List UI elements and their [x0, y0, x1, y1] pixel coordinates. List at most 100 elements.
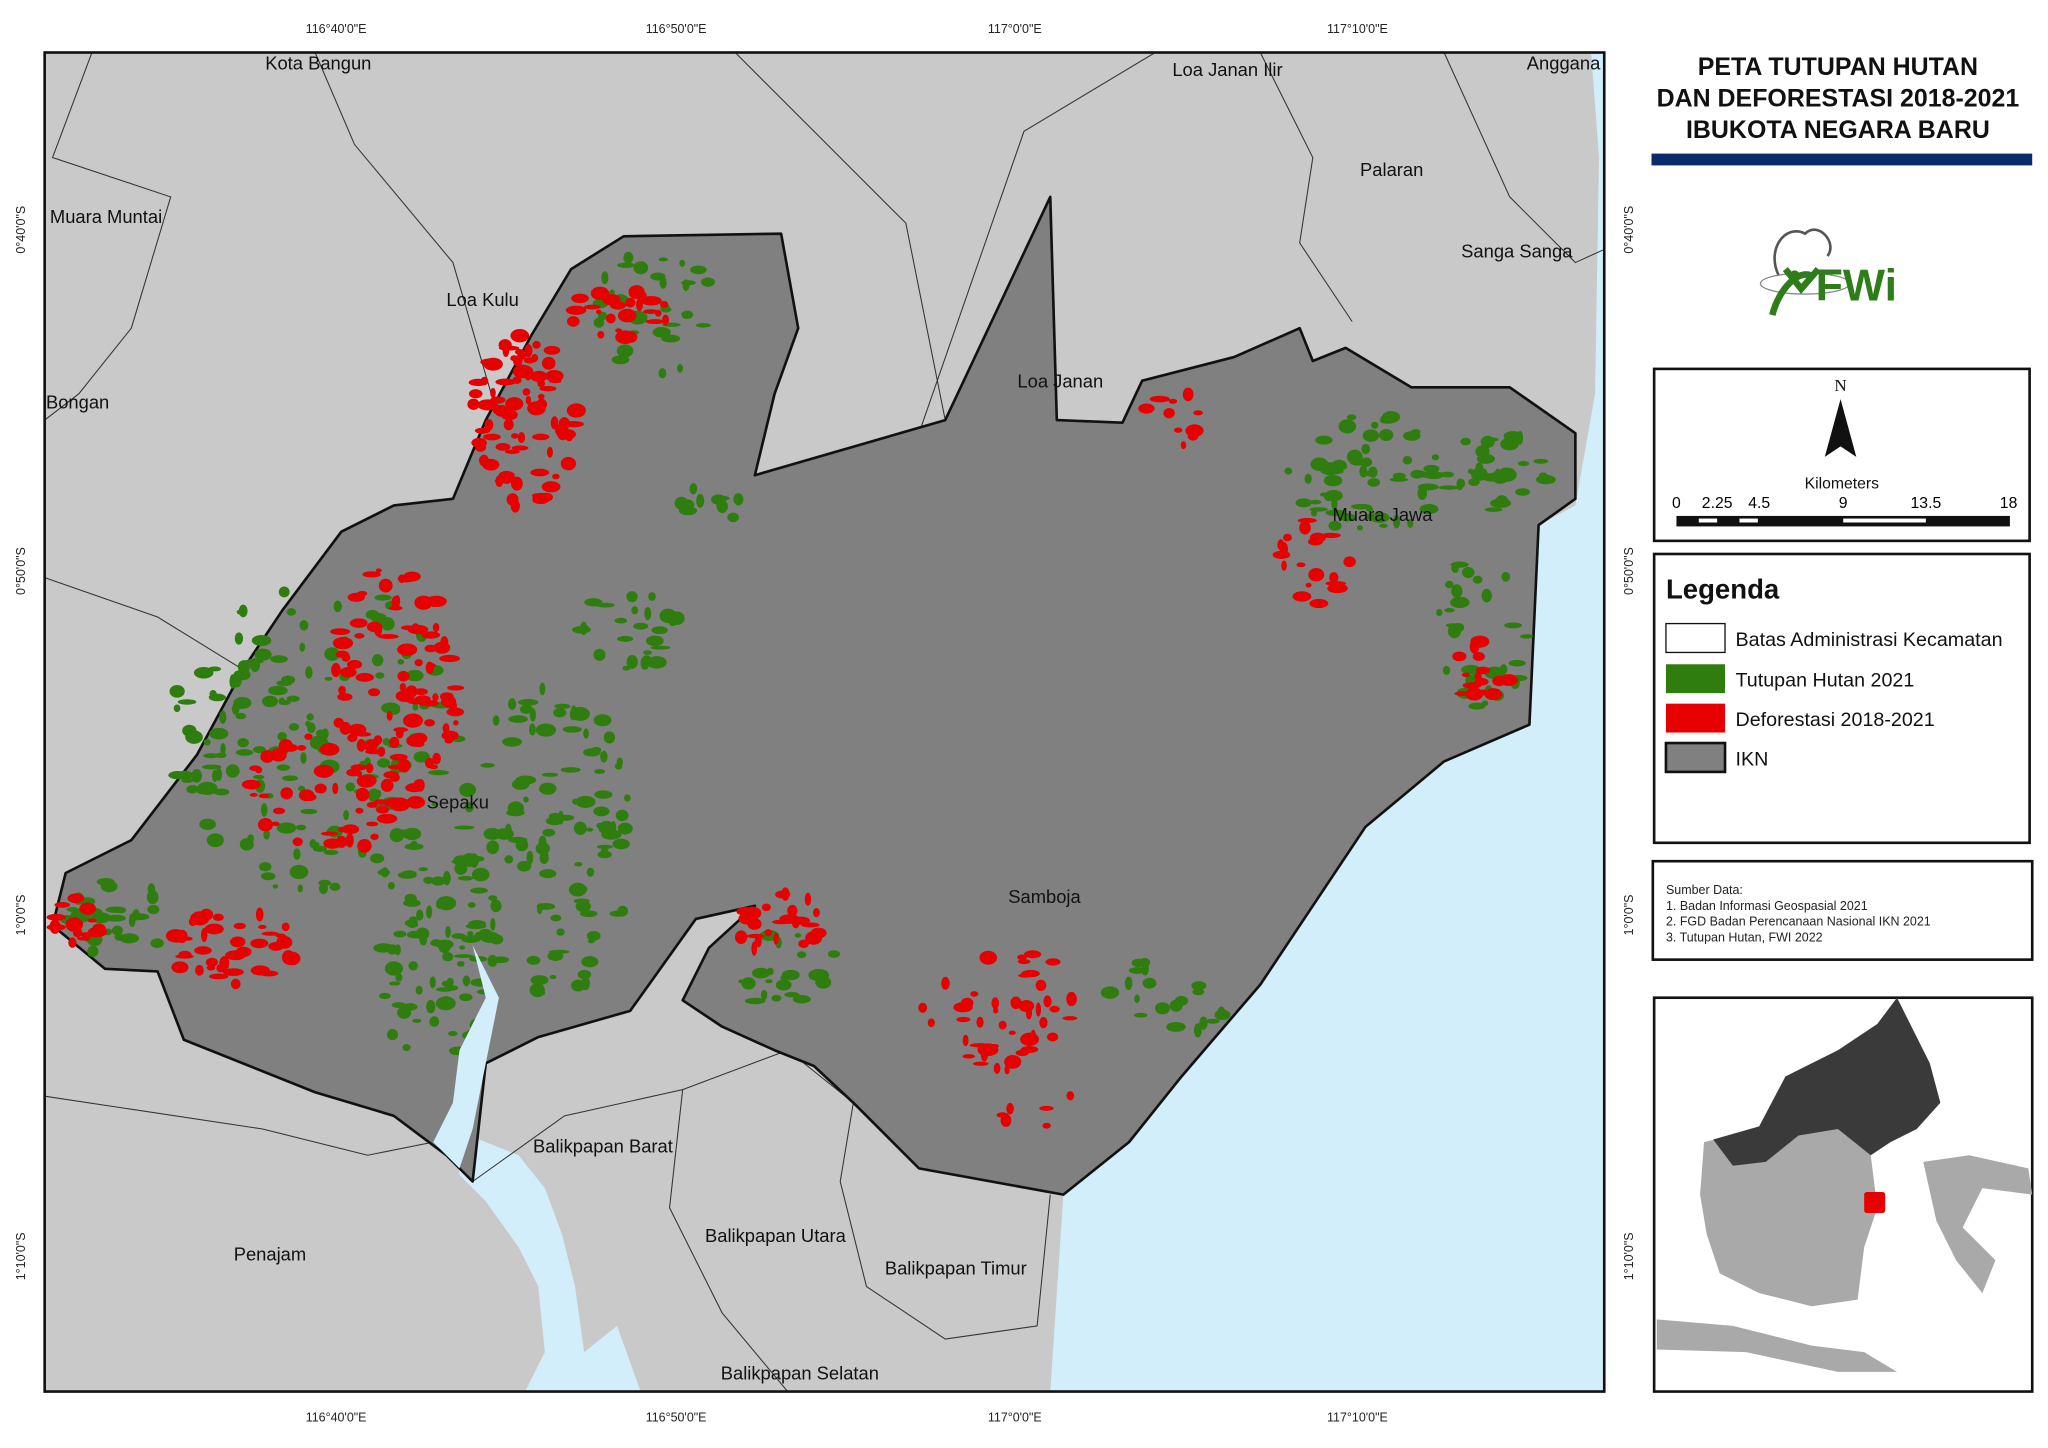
forest-patch [508, 698, 517, 710]
deforestation-patch [355, 807, 364, 814]
deforestation-patch [1325, 581, 1347, 586]
deforestation-patch [1299, 521, 1311, 535]
forest-patch [633, 622, 649, 630]
deforestation-patch [537, 393, 545, 400]
forest-patch [403, 827, 422, 841]
deforestation-patch [1020, 1046, 1039, 1053]
forest-patch [1346, 414, 1357, 421]
balikpapan-bay [452, 1128, 641, 1392]
forest-patch [668, 617, 677, 627]
deforestation-patch [772, 919, 791, 925]
forest-patch [1338, 419, 1357, 434]
forest-patch [1166, 1021, 1186, 1032]
deforestation-patch [366, 821, 379, 827]
place-label: Balikpapan Utara [705, 1225, 847, 1246]
forest-patch [593, 714, 612, 727]
deforestation-patch [241, 779, 261, 790]
deforestation-patch [77, 936, 91, 941]
deforestation-patch [355, 732, 372, 737]
deforestation-patch [331, 662, 341, 678]
forest-patch [448, 1031, 458, 1037]
deforestation-patch [1461, 672, 1471, 678]
deforestation-patch [1023, 950, 1042, 959]
forest-patch [1452, 622, 1465, 633]
forest-patch [815, 976, 832, 989]
deforestation-patch [764, 929, 773, 937]
forest-patch [457, 875, 474, 881]
deforestation-patch [68, 937, 77, 948]
deforestation-patch [495, 442, 511, 451]
deforestation-patch [566, 316, 580, 327]
forest-patch [689, 483, 698, 495]
forest-patch [1450, 596, 1470, 609]
deforestation-patch [810, 927, 827, 939]
lat-label-left: 1°0'0"S [14, 895, 28, 936]
forest-patch [258, 862, 272, 872]
deforestation-patch [751, 941, 758, 956]
deforestation-patch [549, 378, 562, 384]
forest-patch [371, 654, 384, 667]
forest-patch [622, 665, 631, 671]
forest-patch [1315, 435, 1333, 445]
deforestation-patch [373, 735, 383, 745]
deforestation-patch [565, 431, 574, 442]
forest-patch [453, 855, 469, 867]
forest-patch [1472, 575, 1483, 584]
forest-patch [523, 796, 529, 803]
deforestation-patch [1475, 666, 1491, 675]
forest-patch [554, 703, 571, 709]
forest-patch [374, 594, 392, 601]
forest-patch [572, 798, 580, 805]
deforestation-patch [212, 913, 224, 922]
deforestation-patch [259, 970, 279, 977]
forest-patch [467, 902, 476, 908]
forest-patch [1480, 446, 1488, 455]
lat-label-left: 1°10'0"S [14, 1232, 28, 1280]
forest-patch [456, 960, 465, 967]
forest-patch [1499, 664, 1508, 675]
forest-patch [648, 592, 656, 601]
forest-patch [286, 608, 297, 616]
forest-patch [488, 895, 498, 901]
forest-patch [674, 496, 689, 510]
legend-label: Deforestasi 2018-2021 [1736, 709, 1935, 731]
forest-patch [586, 931, 601, 941]
deforestation-patch [376, 805, 389, 814]
deforestation-patch [340, 666, 357, 678]
deforestation-patch [357, 839, 372, 853]
deforestation-patch [341, 824, 360, 835]
deforestation-patch [283, 951, 301, 966]
deforestation-patch [502, 344, 510, 357]
scale-unit: Kilometers [1805, 475, 1880, 492]
deforestation-patch [1049, 1005, 1060, 1013]
deforestation-patch [532, 433, 550, 441]
forest-patch [617, 262, 635, 268]
forest-patch [130, 913, 150, 921]
deforestation-patch [552, 473, 560, 480]
place-label: Muara Muntai [50, 206, 162, 227]
forest-patch [295, 824, 307, 831]
forest-patch [1154, 1002, 1171, 1015]
forest-patch [209, 727, 229, 740]
deforestation-patch [1182, 387, 1194, 402]
forest-patch [529, 723, 536, 736]
deforestation-patch [171, 961, 189, 974]
deforestation-patch [330, 628, 351, 636]
forest-patch [321, 728, 329, 739]
forest-patch [1191, 981, 1207, 991]
deforestation-patch [483, 357, 503, 371]
forest-patch [1319, 492, 1328, 497]
forest-patch [741, 977, 756, 990]
forest-patch [105, 914, 126, 922]
deforestation-patch [558, 417, 570, 431]
deforestation-patch [1039, 1105, 1054, 1111]
deforestation-patch [541, 481, 561, 493]
deforestation-patch [484, 419, 494, 431]
deforestation-patch [358, 774, 377, 787]
deforestation-patch [527, 401, 546, 416]
forest-patch [538, 835, 547, 849]
deforestation-patch [747, 918, 762, 930]
deforestation-patch [532, 492, 550, 504]
forest-patch [453, 954, 474, 959]
forest-patch [1295, 498, 1312, 508]
